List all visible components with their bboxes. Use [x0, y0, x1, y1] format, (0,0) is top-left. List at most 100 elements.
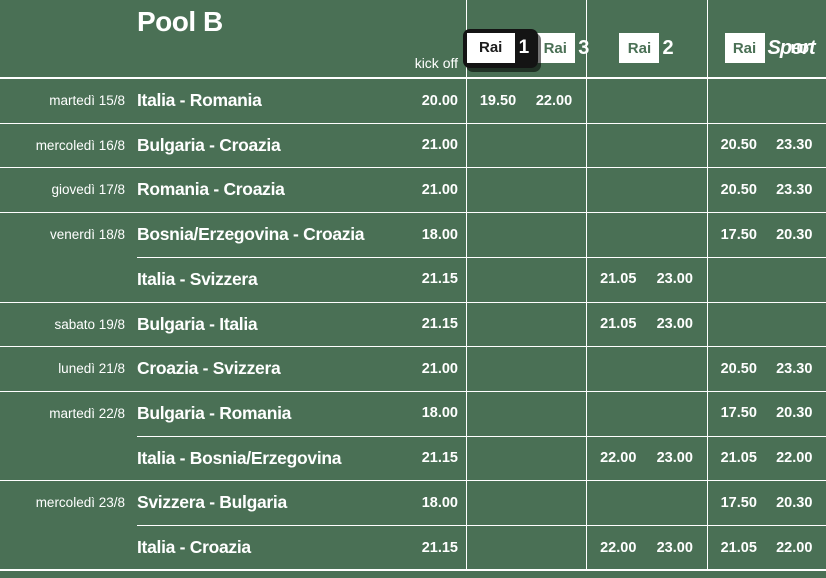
row-broadcast-ch1 — [470, 525, 582, 570]
table-row[interactable]: sabato 19/8 Bulgaria - Italia 21.15 21.05 23… — [0, 302, 826, 347]
row-date: martedì 22/8 — [49, 405, 125, 421]
broadcast-time: 17.50 — [720, 494, 757, 511]
channel-header-rai2: Rai 2 — [586, 26, 707, 70]
broadcast-time: 23.00 — [656, 271, 693, 288]
row-date — [0, 525, 125, 570]
row-match: Bulgaria - Italia — [137, 313, 258, 334]
row-kickoff-time: 21.00 — [421, 137, 458, 154]
row-kickoff-time: 20.00 — [421, 92, 458, 109]
row-date: sabato 19/8 — [54, 316, 125, 332]
logo-group: Rai 1 Rai 3 — [462, 28, 589, 68]
row-divider — [137, 256, 826, 258]
row-match: Croazia - Svizzera — [137, 358, 281, 379]
row-date: martedì 15/8 — [49, 93, 125, 108]
row-kickoff-time: 21.00 — [421, 360, 458, 377]
broadcast-time: 20.50 — [720, 360, 757, 377]
table-row[interactable]: Italia - Croazia 21.15 22.00 23.00 21.05 22.0… — [0, 525, 826, 570]
row-divider — [0, 301, 826, 303]
table-row[interactable]: giovedì 17/8 Romania - Croazia 21.00 20.50 2… — [0, 167, 826, 212]
row-broadcast-ch1 — [470, 167, 582, 212]
row-broadcast-ch2 — [590, 123, 703, 168]
table-row[interactable]: martedì 22/8 Bulgaria - Romania 18.00 17.50… — [0, 391, 826, 436]
row-match: Italia - Svizzera — [137, 268, 258, 289]
row-match: Romania - Croazia — [137, 179, 285, 200]
row-broadcast-ch2 — [590, 391, 703, 436]
row-date — [0, 436, 125, 481]
footer-rule — [0, 569, 826, 571]
table-row[interactable]: martedì 15/8 Italia - Romania 20.00 19.50 22… — [0, 78, 826, 123]
row-divider — [0, 480, 826, 482]
row-divider — [0, 167, 826, 169]
row-broadcast-ch3: 17.50 20.30 — [711, 212, 822, 257]
row-broadcast-ch3: 21.05 22.00 — [711, 525, 822, 570]
channel-header-raisport: Rai Sport HD — [707, 26, 826, 70]
broadcast-time: 23.00 — [656, 316, 693, 332]
table-row[interactable]: lunedì 21/8 Croazia - Svizzera 21.00 20.50 2… — [0, 346, 826, 391]
rai-sport-hd-badge: HD — [790, 40, 809, 56]
row-match: Italia - Bosnia/Erzegovina — [137, 447, 342, 468]
table-row[interactable]: Italia - Svizzera 21.15 21.05 23.00 — [0, 257, 826, 302]
row-broadcast-ch1 — [470, 212, 582, 257]
table-row[interactable]: venerdì 18/8 Bosnia/Erzegovina - Croazia 1… — [0, 212, 826, 257]
row-broadcast-ch1 — [470, 302, 582, 347]
row-broadcast-ch1 — [470, 346, 582, 391]
row-broadcast-ch2 — [590, 480, 703, 525]
row-match: Italia - Romania — [137, 90, 262, 110]
broadcast-time: 21.05 — [720, 539, 757, 556]
broadcast-time: 22.00 — [600, 450, 637, 467]
row-kickoff-time: 21.15 — [421, 316, 458, 332]
channel-header-rai1-rai3: Rai 1 Rai 3 — [462, 26, 589, 70]
row-kickoff-time: 21.00 — [421, 181, 458, 198]
row-broadcast-ch3: 17.50 20.30 — [711, 480, 822, 525]
broadcast-time: 20.50 — [720, 137, 757, 154]
row-divider — [0, 346, 826, 348]
row-kickoff-time: 21.15 — [421, 271, 458, 288]
row-match: Italia - Croazia — [137, 537, 251, 557]
column-divider-1 — [466, 0, 467, 570]
row-kickoff-time: 21.15 — [421, 450, 458, 467]
row-kickoff-time: 18.00 — [421, 494, 458, 511]
row-date: mercoledì 23/8 — [35, 495, 125, 511]
row-broadcast-ch3: 21.05 22.00 — [711, 436, 822, 481]
rai-sport-hd-logo: Rai Sport HD — [724, 33, 816, 63]
row-broadcast-ch1: 19.50 22.00 — [470, 78, 582, 123]
broadcast-time: 20.30 — [776, 405, 813, 422]
row-broadcast-ch3: 20.50 23.30 — [711, 346, 822, 391]
schedule-header: Pool B kick off Rai 1 Rai 3 Rai 2 — [0, 0, 826, 78]
broadcast-time: 22.00 — [535, 92, 573, 109]
row-broadcast-ch2: 21.05 23.00 — [590, 302, 703, 347]
row-broadcast-ch1 — [470, 480, 582, 525]
row-date: mercoledì 16/8 — [35, 137, 125, 153]
row-match: Bosnia/Erzegovina - Croazia — [137, 224, 365, 245]
row-divider — [0, 212, 826, 214]
row-date: lunedì 21/8 — [58, 361, 125, 377]
row-broadcast-ch3 — [711, 257, 822, 302]
broadcast-time: 22.00 — [776, 450, 813, 467]
table-row[interactable]: Italia - Bosnia/Erzegovina 21.15 22.00 23.0… — [0, 436, 826, 481]
table-row[interactable]: mercoledì 23/8 Svizzera - Bulgaria 18.00 17… — [0, 480, 826, 525]
broadcast-time: 22.00 — [600, 539, 637, 556]
rai-3-wordmark: Rai — [535, 33, 576, 63]
broadcast-time: 23.00 — [656, 450, 693, 467]
rai-1-logo: Rai 1 — [462, 28, 539, 68]
rai-3-logo: Rai 3 — [535, 33, 589, 63]
row-broadcast-ch2: 22.00 23.00 — [590, 436, 703, 481]
row-kickoff-time: 21.15 — [421, 539, 458, 556]
broadcast-time: 22.00 — [776, 539, 813, 556]
row-match: Bulgaria - Croazia — [137, 134, 281, 155]
row-divider — [137, 435, 826, 437]
table-row[interactable]: mercoledì 16/8 Bulgaria - Croazia 21.00 20.… — [0, 123, 826, 168]
row-broadcast-ch2 — [590, 167, 703, 212]
row-broadcast-ch1 — [470, 257, 582, 302]
broadcast-time: 20.50 — [720, 181, 757, 198]
rai-3-number: 3 — [578, 37, 590, 59]
row-kickoff-time: 18.00 — [421, 226, 458, 243]
row-broadcast-ch1 — [470, 436, 582, 481]
row-broadcast-ch2 — [590, 346, 703, 391]
row-broadcast-ch3 — [711, 302, 822, 347]
broadcast-time: 23.30 — [776, 181, 813, 198]
rai-sport-wordmark: Rai — [724, 33, 765, 63]
broadcast-time: 21.05 — [600, 271, 637, 288]
header-rule — [0, 77, 826, 79]
row-broadcast-ch3 — [711, 78, 822, 123]
